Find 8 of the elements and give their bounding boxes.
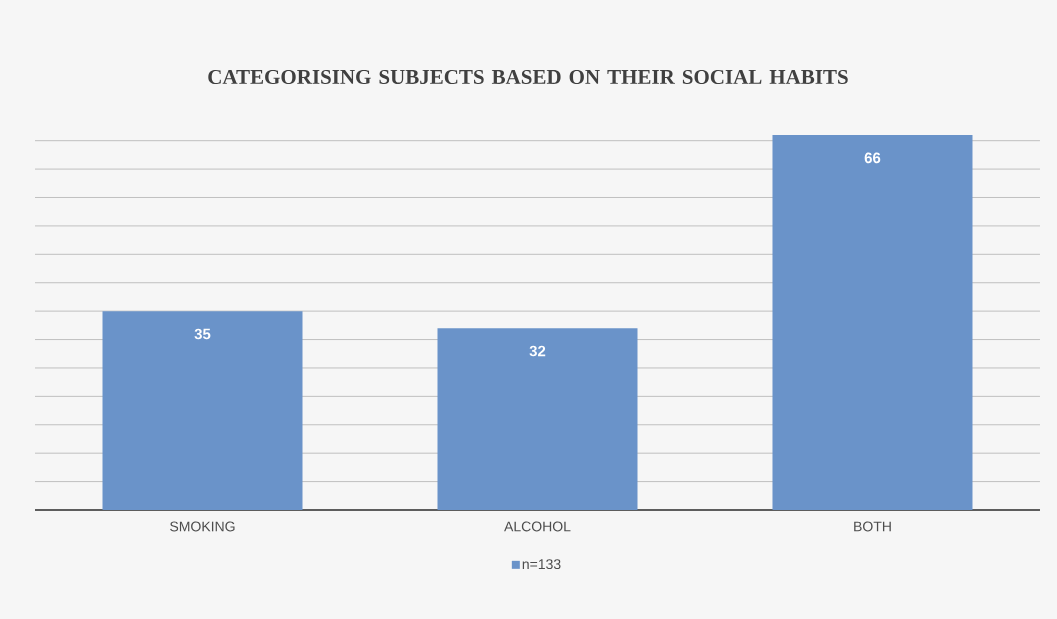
data-label: 66 — [864, 152, 881, 164]
x-tick-label: BOTH — [854, 521, 891, 532]
data-label: 35 — [194, 328, 211, 340]
legend-label: n=133 — [522, 559, 561, 570]
x-tick-label: ALCOHOL — [504, 521, 571, 532]
x-tick-label: SMOKING — [170, 521, 235, 532]
data-label: 32 — [529, 345, 546, 357]
chart-title: CATEGORISING SUBJECTS BASED ON THEIR SOCIAL HABITS — [208, 69, 848, 85]
